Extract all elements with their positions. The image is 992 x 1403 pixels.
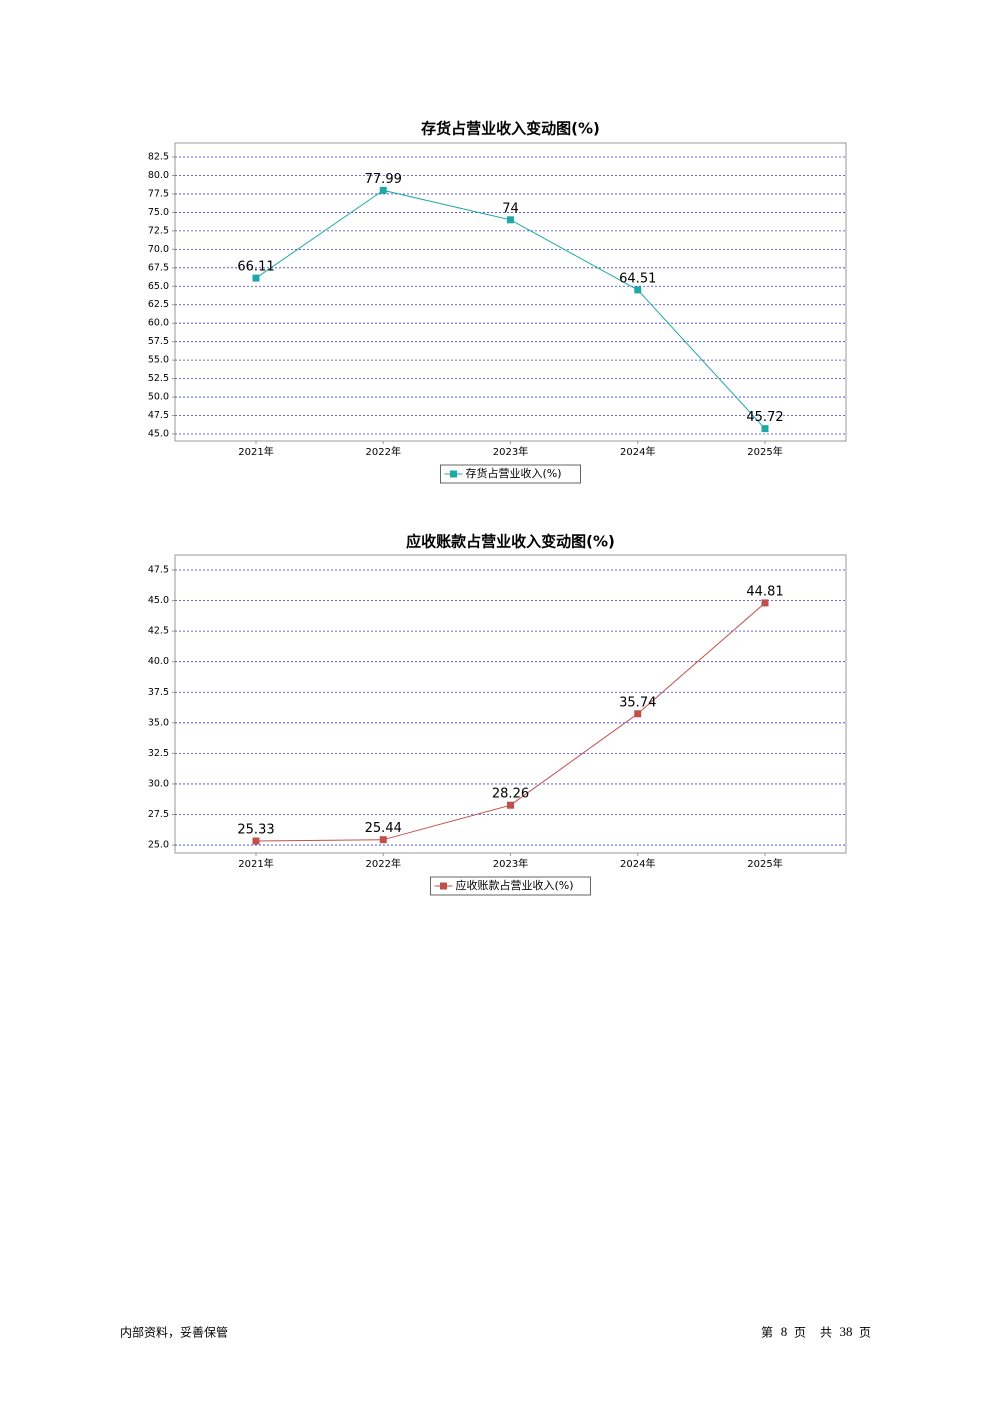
plot-area <box>174 142 847 442</box>
y-tick-label: 80.0 <box>148 170 169 181</box>
y-tick-label: 27.5 <box>148 809 169 820</box>
point-marker <box>252 274 260 282</box>
footer-page-suffix: 页 <box>794 1326 806 1340</box>
y-tick-label: 45.0 <box>148 595 169 606</box>
y-tick-label: 47.5 <box>148 565 169 576</box>
data-label: 77.99 <box>365 172 402 187</box>
y-tick-label: 40.0 <box>148 656 169 667</box>
y-tick-label: 30.0 <box>148 778 169 789</box>
legend-label: 存货占营业收入(%) <box>466 466 562 480</box>
y-tick-label: 70.0 <box>148 244 169 255</box>
point-marker <box>379 836 387 844</box>
y-tick-label: 52.5 <box>148 373 169 384</box>
legend-box <box>440 464 581 484</box>
y-tick-label: 77.5 <box>148 188 169 199</box>
footer-total-suffix: 页 <box>859 1326 871 1340</box>
legend-box <box>430 876 591 896</box>
y-tick-label: 67.5 <box>148 262 169 273</box>
data-label: 25.33 <box>237 823 274 838</box>
y-tick-label: 62.5 <box>148 299 169 310</box>
legend-marker <box>450 470 457 478</box>
point-marker <box>379 186 387 194</box>
data-label: 64.51 <box>619 271 656 286</box>
x-tick-label: 2022年 <box>366 445 401 458</box>
legend-label: 应收账款占营业收入(%) <box>456 878 574 892</box>
data-label: 74 <box>502 201 519 216</box>
y-tick-label: 60.0 <box>148 318 169 329</box>
y-tick-label: 75.0 <box>148 207 169 218</box>
data-label: 35.74 <box>619 695 656 710</box>
footer-page-prefix: 第 <box>761 1326 773 1340</box>
y-tick-label: 82.5 <box>148 152 169 163</box>
point-marker <box>252 837 260 845</box>
data-label: 45.72 <box>746 410 783 425</box>
y-tick-label: 45.0 <box>148 428 169 439</box>
x-tick-label: 2024年 <box>620 445 655 458</box>
y-tick-label: 57.5 <box>148 336 169 347</box>
y-tick-label: 35.0 <box>148 717 169 728</box>
point-marker <box>761 599 769 607</box>
y-tick-label: 47.5 <box>148 410 169 421</box>
footer-page: 8 <box>781 1324 788 1339</box>
y-tick-label: 42.5 <box>148 626 169 637</box>
chart-title: 存货占营业收入变动图(%) <box>421 120 600 138</box>
point-marker <box>634 286 642 294</box>
footer-total: 38 <box>840 1324 853 1339</box>
x-tick-label: 2021年 <box>238 445 273 458</box>
point-marker <box>507 216 514 224</box>
y-tick-label: 32.5 <box>148 748 169 759</box>
chart-title: 应收账款占营业收入变动图(%) <box>406 533 615 551</box>
point-marker <box>634 710 642 718</box>
footer-total-prefix: 共 <box>820 1326 832 1340</box>
x-tick-label: 2025年 <box>747 445 782 458</box>
y-tick-label: 55.0 <box>148 355 169 366</box>
data-label: 66.11 <box>237 260 274 275</box>
data-label: 44.81 <box>746 584 783 599</box>
footer-note: 内部资料，妥善保管 <box>120 1325 228 1340</box>
y-tick-label: 65.0 <box>148 281 169 292</box>
x-tick-label: 2023年 <box>493 857 528 870</box>
x-tick-label: 2025年 <box>747 857 782 870</box>
y-tick-label: 50.0 <box>148 392 169 403</box>
x-tick-label: 2021年 <box>238 857 273 870</box>
data-label: 28.26 <box>492 787 529 802</box>
x-tick-label: 2023年 <box>493 445 528 458</box>
y-tick-label: 25.0 <box>148 840 169 851</box>
y-tick-label: 72.5 <box>148 225 169 236</box>
data-label: 25.44 <box>365 821 402 836</box>
point-marker <box>761 425 769 433</box>
x-tick-label: 2022年 <box>366 857 401 870</box>
legend-marker <box>440 882 447 890</box>
y-tick-label: 37.5 <box>148 687 169 698</box>
x-tick-label: 2024年 <box>620 857 655 870</box>
point-marker <box>507 801 514 809</box>
